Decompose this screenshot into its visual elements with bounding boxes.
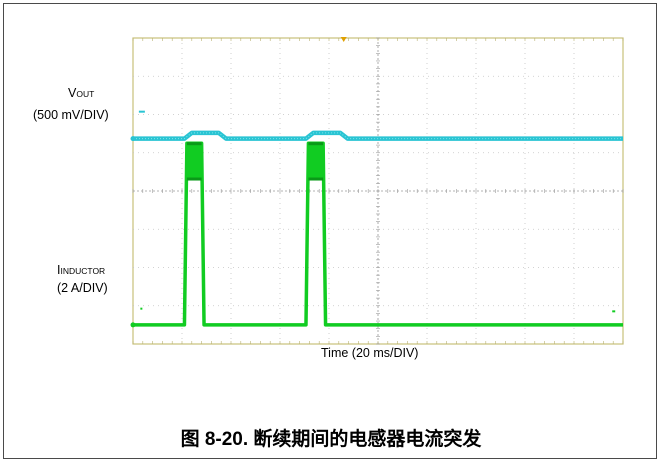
- vout-scale-label: (500 mV/DIV): [33, 108, 109, 122]
- vout-trace: [133, 130, 623, 141]
- inductor-stray-dot: [140, 307, 143, 310]
- figure-caption: 图 8-20. 断续期间的电感器电流突发: [180, 429, 482, 450]
- inductor-burst-peak: [186, 142, 202, 146]
- vout-channel-marker: [130, 136, 136, 142]
- vout-label: VOUT: [68, 86, 94, 102]
- inductor-trace: [133, 141, 623, 327]
- vout-stray-dot: [138, 110, 145, 113]
- vout-label-main: V: [68, 86, 77, 100]
- inductor-stray-dot-right: [612, 310, 616, 313]
- inductor-channel-marker: [130, 322, 136, 328]
- vout-label-sub: OUT: [76, 89, 95, 99]
- inductor-burst-block: [308, 143, 324, 180]
- inductor-scale-label: (2 A/DIV): [57, 281, 108, 295]
- inductor-burst-block: [186, 143, 202, 180]
- figure-frame: [3, 3, 657, 459]
- inductor-burst-peak: [308, 142, 324, 146]
- inductor-label-main: I: [57, 263, 61, 277]
- time-axis-label: Time (20 ms/DIV): [321, 346, 419, 360]
- trigger-marker: [340, 37, 347, 42]
- inductor-burst-valley: [186, 177, 202, 181]
- inductor-burst-valley: [308, 177, 324, 181]
- inductor-label: IINDUCTOR: [57, 263, 105, 279]
- inductor-label-sub: INDUCTOR: [60, 266, 106, 276]
